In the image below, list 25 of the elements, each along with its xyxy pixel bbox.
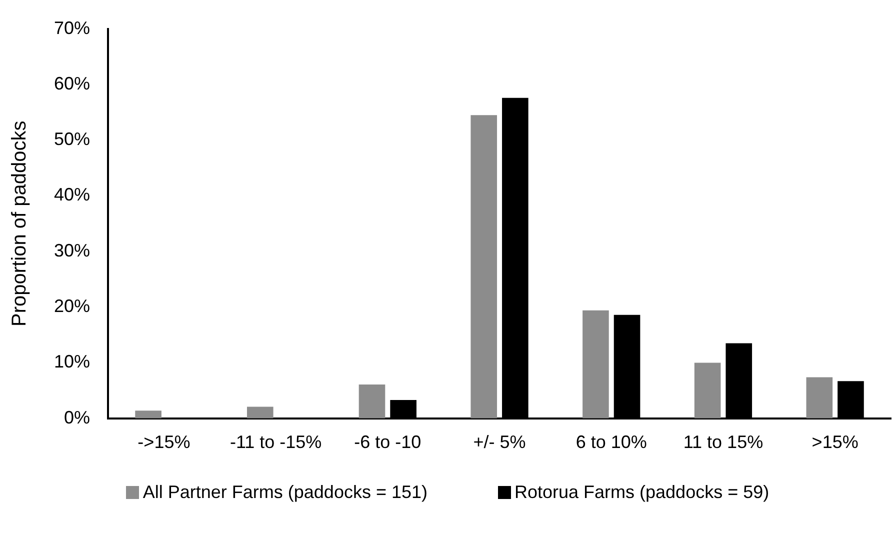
- x-tick-label: ->15%: [138, 432, 190, 452]
- y-tick-label: 60%: [54, 73, 90, 94]
- y-tick-label: 20%: [54, 296, 90, 316]
- y-tick-label: 40%: [54, 184, 90, 205]
- bar: [135, 410, 162, 418]
- bar: [806, 377, 833, 418]
- x-tick-label: -6 to -10: [354, 432, 422, 452]
- y-axis-title: Proportion of paddocks: [8, 120, 31, 326]
- bar: [694, 362, 721, 418]
- x-tick-label: +/- 5%: [473, 432, 526, 452]
- bar: [246, 406, 274, 418]
- bar: [582, 310, 609, 418]
- y-tick-label: 70%: [54, 18, 90, 38]
- x-tick-label: -11 to -15%: [230, 432, 322, 452]
- legend-label: Rotorua Farms (paddocks = 59): [514, 482, 770, 503]
- bar: [470, 115, 498, 418]
- y-tick-label: 50%: [54, 129, 90, 150]
- y-tick-label: 0%: [64, 407, 90, 428]
- y-tick-label: 10%: [54, 352, 90, 372]
- x-tick-label: 11 to 15%: [683, 432, 764, 452]
- x-tick-label: 6 to 10%: [576, 432, 647, 452]
- y-tick-label: 30%: [54, 240, 90, 260]
- legend-label: All Partner Farms (paddocks = 151): [142, 482, 428, 503]
- x-tick-label: >15%: [812, 432, 858, 452]
- bar: [358, 384, 386, 418]
